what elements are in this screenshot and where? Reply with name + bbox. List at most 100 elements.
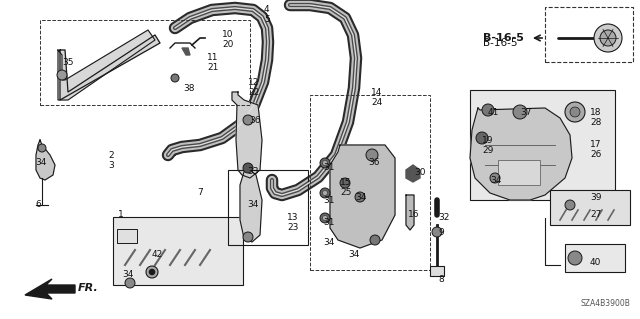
Text: 19: 19 <box>482 136 493 145</box>
Text: 20: 20 <box>222 40 234 49</box>
Text: 14: 14 <box>371 88 382 97</box>
Bar <box>113 217 243 285</box>
Text: 7: 7 <box>197 188 203 197</box>
Text: 24: 24 <box>371 98 382 107</box>
Text: 40: 40 <box>590 258 602 267</box>
Text: 31: 31 <box>323 196 335 205</box>
Text: 9: 9 <box>438 228 444 237</box>
Circle shape <box>340 178 350 188</box>
Text: B-16-5: B-16-5 <box>483 33 524 43</box>
Circle shape <box>146 266 158 278</box>
Text: 34: 34 <box>122 270 133 279</box>
Circle shape <box>476 132 488 144</box>
Text: 35: 35 <box>62 58 74 67</box>
Bar <box>498 160 540 185</box>
Text: 42: 42 <box>152 250 163 259</box>
Bar <box>550 190 630 225</box>
Text: 34: 34 <box>490 176 501 185</box>
Polygon shape <box>232 92 262 178</box>
Bar <box>228 170 308 245</box>
Circle shape <box>355 192 365 202</box>
Text: 36: 36 <box>368 158 380 167</box>
Text: 23: 23 <box>287 223 298 232</box>
Circle shape <box>565 102 585 122</box>
Circle shape <box>370 235 380 245</box>
Circle shape <box>570 107 580 117</box>
Text: 38: 38 <box>183 84 195 93</box>
Text: 17: 17 <box>590 140 602 149</box>
Text: 30: 30 <box>414 168 426 177</box>
Bar <box>470 90 615 200</box>
Circle shape <box>482 104 494 116</box>
Circle shape <box>323 160 328 166</box>
Polygon shape <box>470 108 572 200</box>
Circle shape <box>320 158 330 168</box>
Text: 2: 2 <box>108 151 114 160</box>
Text: 15: 15 <box>340 178 351 187</box>
Text: 39: 39 <box>590 193 602 202</box>
Text: 34: 34 <box>355 193 366 202</box>
Circle shape <box>565 200 575 210</box>
Text: 27: 27 <box>590 210 602 219</box>
Polygon shape <box>60 35 160 100</box>
Text: 22: 22 <box>248 88 259 97</box>
Polygon shape <box>240 165 262 242</box>
Circle shape <box>57 70 67 80</box>
Text: 21: 21 <box>207 63 218 72</box>
Text: FR.: FR. <box>78 283 99 293</box>
Circle shape <box>323 190 328 196</box>
Text: 41: 41 <box>488 108 499 117</box>
Text: 16: 16 <box>408 210 419 219</box>
Bar <box>545 7 633 62</box>
Bar <box>40 20 250 105</box>
Text: 31: 31 <box>323 218 335 227</box>
Text: B-16-5: B-16-5 <box>483 38 518 48</box>
Circle shape <box>323 216 328 220</box>
Polygon shape <box>330 145 395 248</box>
Text: 8: 8 <box>438 275 444 284</box>
Text: 25: 25 <box>340 188 351 197</box>
Circle shape <box>320 213 330 223</box>
Text: 13: 13 <box>287 213 298 222</box>
Circle shape <box>366 149 378 161</box>
Polygon shape <box>406 195 414 230</box>
Circle shape <box>171 74 179 82</box>
Text: 34: 34 <box>323 238 334 247</box>
Circle shape <box>432 227 442 237</box>
Text: SZA4B3900B: SZA4B3900B <box>580 299 630 308</box>
Bar <box>565 244 625 272</box>
Polygon shape <box>25 279 75 299</box>
Text: 11: 11 <box>207 53 218 62</box>
Polygon shape <box>58 30 155 100</box>
Text: 29: 29 <box>482 146 493 155</box>
Circle shape <box>149 269 155 275</box>
Text: 33: 33 <box>247 167 259 176</box>
Text: 1: 1 <box>118 210 124 219</box>
Text: 34: 34 <box>247 200 259 209</box>
Text: 12: 12 <box>248 78 259 87</box>
Text: 5: 5 <box>264 15 269 24</box>
Text: 4: 4 <box>264 5 269 14</box>
Polygon shape <box>36 140 55 180</box>
Circle shape <box>600 30 616 46</box>
Text: 34: 34 <box>348 250 360 259</box>
Text: 18: 18 <box>590 108 602 117</box>
Text: 37: 37 <box>520 108 531 117</box>
Polygon shape <box>406 165 420 182</box>
Circle shape <box>125 278 135 288</box>
Circle shape <box>243 115 253 125</box>
Text: 26: 26 <box>590 150 602 159</box>
Polygon shape <box>182 48 190 55</box>
Text: 3: 3 <box>108 161 114 170</box>
Circle shape <box>568 251 582 265</box>
Text: 28: 28 <box>590 118 602 127</box>
Text: 6: 6 <box>35 200 41 209</box>
Text: 32: 32 <box>438 213 449 222</box>
Bar <box>430 266 444 276</box>
Circle shape <box>490 173 500 183</box>
Circle shape <box>594 24 622 52</box>
Circle shape <box>243 163 253 173</box>
Bar <box>310 95 430 270</box>
Circle shape <box>243 232 253 242</box>
Text: 10: 10 <box>222 30 234 39</box>
